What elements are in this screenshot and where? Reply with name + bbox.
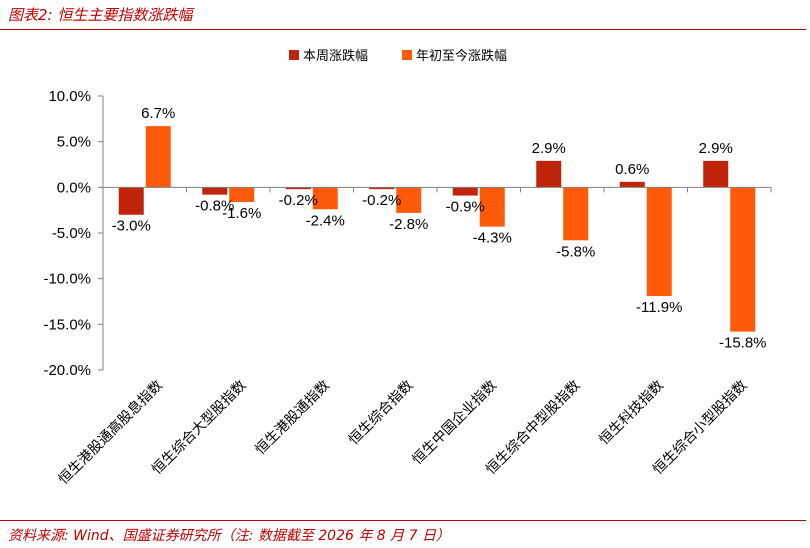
category-label: 恒生综合中型股指数 <box>483 378 583 478</box>
bar <box>202 187 228 195</box>
bar <box>452 187 478 196</box>
category-label: 恒生科技指数 <box>596 378 667 449</box>
data-label: -0.8% <box>195 198 234 215</box>
data-label: 0.6% <box>615 161 649 178</box>
bar <box>646 187 672 297</box>
data-label: -5.8% <box>556 243 595 260</box>
data-label: -0.2% <box>362 192 401 209</box>
bar <box>145 126 171 188</box>
data-label: -15.8% <box>719 335 767 352</box>
source-note: 资料来源: Wind、国盛证券研究所（注: 数据截至 2026 年 8 月 7 … <box>8 528 450 544</box>
category-label: 恒生综合小型股指数 <box>650 378 750 478</box>
bar <box>536 160 562 188</box>
data-label: -3.0% <box>112 218 151 235</box>
category-label: 恒生中国企业指数 <box>409 377 500 468</box>
legend-label: 年初至今涨跌幅 <box>416 48 507 64</box>
data-label: -0.9% <box>446 199 485 216</box>
category-label: 恒生港股通高股息指数 <box>55 377 166 488</box>
data-label: -1.6% <box>222 205 261 222</box>
data-label: 2.9% <box>699 140 733 157</box>
y-tick-label: -10.0% <box>43 271 91 288</box>
legend-label: 本周涨跌幅 <box>303 48 368 64</box>
data-label: -0.2% <box>279 192 318 209</box>
legend-swatch <box>402 50 412 60</box>
data-label: 6.7% <box>141 105 175 122</box>
y-tick-label: 10.0% <box>48 88 91 105</box>
legend-swatch <box>289 50 299 60</box>
category-label: 恒生港股通指数 <box>252 378 333 459</box>
bar <box>730 187 756 332</box>
bar <box>563 187 589 241</box>
top-rule <box>0 29 806 30</box>
bar <box>369 187 395 190</box>
bar <box>396 187 422 213</box>
data-label: -11.9% <box>636 299 682 316</box>
bar <box>229 187 255 202</box>
data-label: -2.4% <box>306 212 345 229</box>
y-tick-label: -15.0% <box>43 316 91 333</box>
chart-title: 图表2: 恒生主要指数涨跌幅 <box>8 6 193 24</box>
bar <box>312 187 338 210</box>
bottom-rule <box>0 520 806 521</box>
y-tick-label: -5.0% <box>52 225 91 242</box>
y-tick-label: -20.0% <box>43 362 91 379</box>
bar <box>703 160 729 188</box>
bar <box>118 187 144 215</box>
y-tick-label: 5.0% <box>57 134 91 151</box>
category-label: 恒生综合指数 <box>346 378 417 449</box>
category-label: 恒生综合大型股指数 <box>149 378 249 478</box>
bar <box>285 187 311 190</box>
data-label: 2.9% <box>532 140 566 157</box>
data-label: -2.8% <box>389 216 428 233</box>
bar <box>619 181 645 188</box>
bar <box>479 187 505 227</box>
data-label: -4.3% <box>473 230 512 247</box>
y-tick-label: 0.0% <box>57 179 91 196</box>
